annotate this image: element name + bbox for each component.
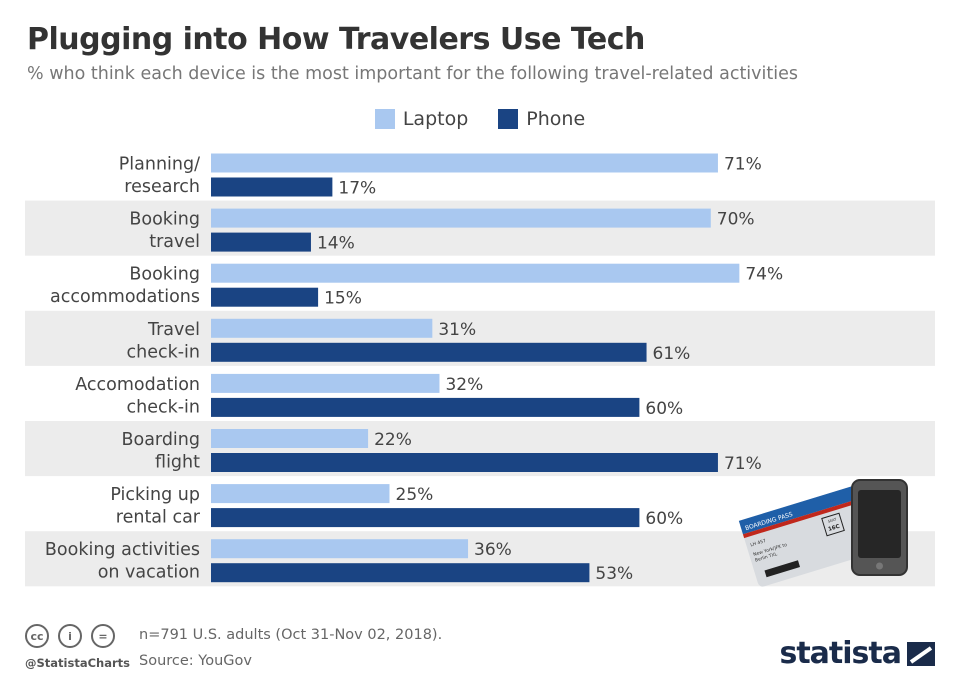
bar-phone	[211, 287, 319, 307]
bar-phone	[211, 508, 640, 528]
data-label: 60%	[645, 509, 683, 529]
data-label: 36%	[474, 540, 512, 560]
bar-laptop	[211, 484, 390, 504]
category-label: research	[124, 177, 200, 197]
legend-label-phone: Phone	[526, 108, 586, 130]
bar-chart: Planning/research71%17%Bookingtravel70%1…	[25, 153, 935, 587]
statista-logo[interactable]: statista	[779, 636, 935, 671]
pass-flight: LH 457	[750, 538, 767, 548]
category-label: travel	[149, 232, 200, 252]
brand-name: statista	[779, 636, 902, 671]
bar-laptop	[211, 373, 440, 393]
data-label: 15%	[324, 289, 362, 309]
chart-subtitle: % who think each device is the most impo…	[27, 64, 798, 84]
bar-laptop	[211, 539, 469, 559]
bar-laptop	[211, 429, 369, 448]
boarding-pass-phone-illustration: BOARDING PASS LH 457 New York/JFK to Ber…	[738, 479, 908, 587]
category-label: Booking activities	[45, 540, 200, 560]
category-label: Booking	[129, 210, 200, 230]
data-label: 74%	[745, 265, 783, 285]
legend: Laptop Phone	[0, 108, 960, 130]
category-label: rental car	[116, 508, 201, 528]
data-label: 31%	[438, 320, 476, 340]
category-label: Booking	[129, 265, 200, 285]
data-label: 71%	[724, 155, 762, 175]
data-label: 17%	[338, 179, 376, 199]
data-label: 71%	[724, 454, 762, 474]
bar-laptop	[211, 208, 711, 228]
bar-phone	[211, 563, 590, 583]
data-label: 61%	[653, 344, 691, 364]
category-label: flight	[155, 453, 200, 473]
legend-label-laptop: Laptop	[402, 108, 469, 130]
bar-laptop	[211, 318, 433, 338]
bar-phone	[211, 177, 333, 197]
bar-phone	[211, 232, 311, 252]
pass-seat: 16C	[828, 524, 841, 533]
category-label: Picking up	[110, 485, 200, 505]
pass-seat-label: SEAT	[827, 517, 837, 524]
category-label: Planning/	[119, 155, 200, 175]
bar-laptop	[211, 153, 718, 173]
category-label: check-in	[126, 342, 200, 362]
bar-phone	[211, 397, 640, 417]
data-label: 32%	[445, 375, 483, 395]
bar-laptop	[211, 263, 740, 283]
category-label: check-in	[126, 397, 200, 417]
statista-logo-icon	[907, 641, 935, 666]
data-label: 60%	[645, 399, 683, 419]
legend-swatch-laptop	[374, 109, 395, 129]
twitter-handle[interactable]: @StatistaCharts	[25, 656, 130, 670]
category-label: on vacation	[98, 563, 200, 583]
chart-title: Plugging into How Travelers Use Tech	[27, 22, 645, 57]
data-label: 14%	[317, 234, 355, 254]
legend-item-laptop: Laptop	[374, 108, 469, 130]
data-label: 53%	[595, 564, 633, 584]
legend-item-phone: Phone	[498, 108, 585, 130]
category-label: Accomodation	[75, 375, 200, 395]
source: Source: YouGov	[139, 653, 252, 669]
category-label: Boarding	[122, 430, 201, 450]
data-label: 25%	[396, 485, 434, 505]
data-label: 70%	[717, 210, 755, 230]
legend-swatch-phone	[498, 109, 519, 129]
barcode	[764, 560, 801, 578]
footnote: n=791 U.S. adults (Oct 31-Nov 02, 2018).	[139, 627, 443, 643]
attribution-icon: i	[58, 624, 82, 648]
category-label: Travel	[147, 320, 200, 340]
category-label: accommodations	[50, 287, 200, 307]
data-label: 22%	[374, 430, 412, 450]
bar-phone	[211, 453, 718, 472]
no-derivatives-icon: =	[91, 624, 115, 648]
bar-phone	[211, 342, 647, 362]
cc-icon: cc	[25, 624, 49, 648]
